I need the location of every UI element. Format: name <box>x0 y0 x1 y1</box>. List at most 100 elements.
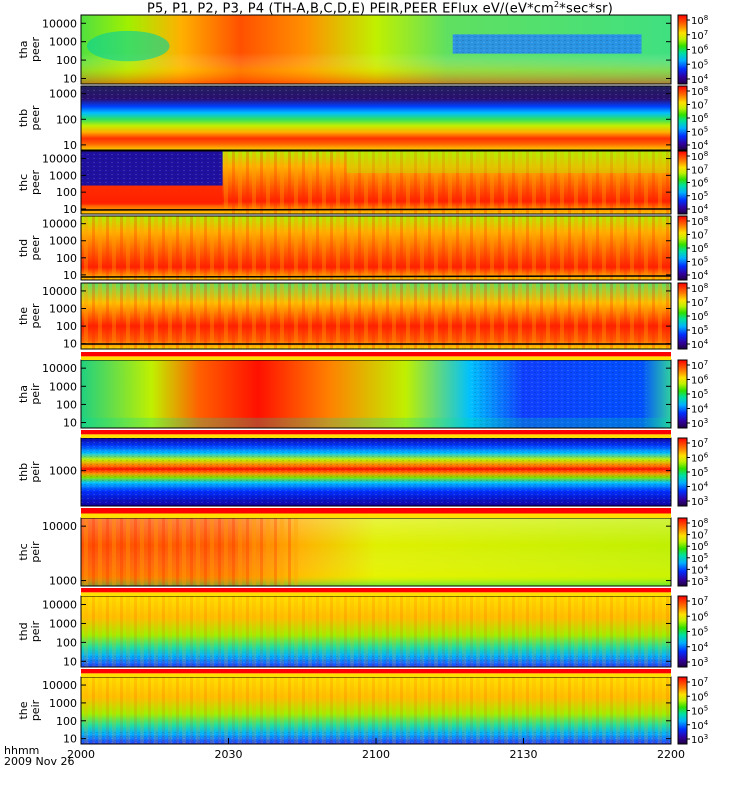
x-tick-label: 2100 <box>362 748 390 761</box>
separator-strip <box>81 352 671 357</box>
colorbar-tick-label: 105 <box>691 58 708 71</box>
y-tick-label: 1000 <box>49 697 77 710</box>
y-tick-label: 10000 <box>42 679 77 692</box>
colorbar-tick-label: 104 <box>691 481 709 494</box>
y-tick-label: 1000 <box>49 617 77 630</box>
y-axis-label-probe: thc <box>17 543 30 560</box>
colorbar-tick-label: 107 <box>691 163 708 176</box>
colorbar-tick-label: 106 <box>691 610 709 623</box>
y-axis-label-species: peir <box>29 620 42 642</box>
x-tick-label: 2000 <box>67 748 95 761</box>
colorbar <box>677 85 688 151</box>
colorbar-tick-label: 103 <box>691 733 708 746</box>
y-tick-label: 10 <box>63 269 77 282</box>
colorbar <box>677 215 688 281</box>
colorbar-tick-label: 106 <box>691 44 709 57</box>
y-tick-label: 100 <box>56 715 77 728</box>
spectrogram-panel-the-peir <box>80 676 690 745</box>
colorbar-tick-label: 107 <box>691 595 708 608</box>
y-tick-label: 10000 <box>42 153 77 166</box>
y-tick-label: 10 <box>63 338 77 351</box>
colorbar-tick-label: 105 <box>691 190 708 203</box>
y-axis-label-probe: thb <box>17 463 30 481</box>
spectrogram-panel-tha-peir <box>80 359 690 429</box>
y-tick-label: 10 <box>63 417 77 430</box>
colorbar-tick-label: 106 <box>691 112 709 125</box>
y-axis-label-species: peer <box>29 105 42 131</box>
spectrogram-panel-thb-peer <box>80 85 690 151</box>
spectrogram-panel-thc-peer <box>80 150 690 215</box>
time-axis-label: hhmm <box>4 744 40 757</box>
colorbar-tick-label: 104 <box>691 269 709 282</box>
colorbar-tick-label: 106 <box>691 452 709 465</box>
y-tick-label: 100 <box>56 54 77 67</box>
y-axis-label-species: peer <box>29 303 42 329</box>
colorbar-tick-label: 104 <box>691 719 709 732</box>
y-axis-label-species: peir <box>29 383 42 405</box>
colorbar-tick-label: 107 <box>691 296 708 309</box>
y-tick-label: 1000 <box>49 235 77 248</box>
colorbar-tick-label: 106 <box>691 310 709 323</box>
y-axis-label-probe: tha <box>17 40 30 58</box>
y-axis-label-probe: thb <box>17 109 30 127</box>
colorbar-tick-label: 105 <box>691 126 708 139</box>
colorbar-tick-label: 103 <box>691 575 708 588</box>
colorbar-tick-label: 107 <box>691 676 708 689</box>
y-tick-label: 1000 <box>49 88 77 101</box>
y-tick-label: 10000 <box>42 285 77 298</box>
colorbar-tick-label: 105 <box>691 388 708 401</box>
colorbar-tick-label: 105 <box>691 626 708 639</box>
y-axis-label-probe: thc <box>17 174 30 191</box>
y-tick-label: 100 <box>56 398 77 411</box>
y-axis-label-probe: the <box>17 307 30 325</box>
y-tick-label: 1000 <box>49 465 77 478</box>
y-tick-label: 10 <box>63 72 77 85</box>
colorbar-tick-label: 105 <box>691 705 708 718</box>
colorbar <box>677 359 688 429</box>
spectrogram-panel-thd-peer <box>80 215 690 281</box>
separator-strip <box>81 508 671 514</box>
y-tick-label: 10 <box>63 655 77 668</box>
y-axis-label-probe: the <box>17 701 30 719</box>
x-tick-label: 2130 <box>510 748 538 761</box>
colorbar-tick-label: 105 <box>691 466 708 479</box>
y-axis-label-species: peer <box>29 37 42 63</box>
y-axis-label-probe: thd <box>17 239 30 257</box>
spectrogram-panel-the-peer <box>80 282 690 350</box>
y-tick-label: 10000 <box>42 218 77 231</box>
colorbar <box>677 437 688 507</box>
colorbar-tick-label: 107 <box>691 29 708 42</box>
y-tick-label: 100 <box>56 113 77 126</box>
y-tick-label: 10000 <box>42 17 77 30</box>
spectrogram-panel-tha-peer <box>80 14 690 85</box>
separator-strip <box>81 430 671 435</box>
separator-strip <box>81 588 671 593</box>
colorbar <box>677 517 688 587</box>
x-tick-label: 2030 <box>215 748 243 761</box>
y-tick-label: 10 <box>63 733 77 746</box>
colorbar-tick-label: 108 <box>691 85 708 98</box>
colorbar-tick-label: 106 <box>691 374 709 387</box>
colorbar <box>677 595 688 668</box>
colorbar-tick-label: 103 <box>691 656 708 669</box>
colorbar-tick-label: 107 <box>691 437 708 450</box>
y-tick-label: 100 <box>56 186 77 199</box>
colorbar-tick-label: 105 <box>691 324 708 337</box>
colorbar-tick-label: 107 <box>691 229 708 242</box>
colorbar <box>677 150 688 215</box>
spectrogram-panel-thc-peir <box>80 517 690 587</box>
y-tick-label: 100 <box>56 252 77 265</box>
date-label: 2009 Nov 26 <box>4 755 75 768</box>
y-axis-label-species: peir <box>29 699 42 721</box>
y-axis-label-species: peir <box>29 541 42 563</box>
colorbar <box>677 676 688 745</box>
y-tick-label: 10000 <box>42 362 77 375</box>
colorbar-tick-label: 106 <box>691 177 709 190</box>
y-tick-label: 1000 <box>49 303 77 316</box>
colorbar <box>677 282 688 350</box>
colorbar-tick-label: 108 <box>691 14 708 27</box>
colorbar-tick-label: 106 <box>691 242 709 255</box>
x-tick-label: 2200 <box>657 748 685 761</box>
colorbar-tick-label: 104 <box>691 403 709 416</box>
